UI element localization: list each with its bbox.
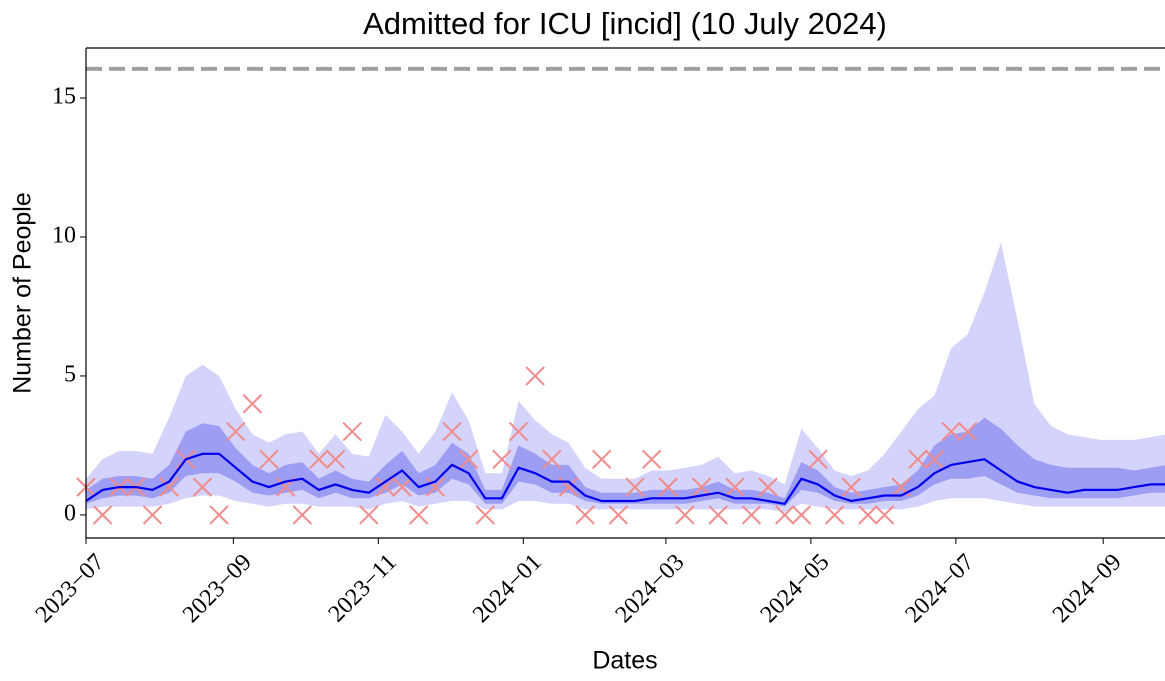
y-tick-label: 10 — [52, 222, 76, 248]
observation — [226, 421, 246, 442]
observation — [392, 477, 412, 497]
observation — [142, 505, 163, 525]
observation — [625, 477, 645, 497]
x-tick-label: 2023−11 — [324, 549, 402, 627]
observation — [941, 421, 961, 442]
observation — [292, 505, 312, 525]
observation — [508, 421, 529, 442]
observation — [775, 505, 795, 525]
observation — [342, 421, 362, 442]
observation — [824, 505, 845, 525]
observation — [309, 449, 329, 470]
observation — [542, 449, 562, 470]
interval-band — [86, 242, 1165, 513]
observation — [475, 505, 495, 525]
observation — [908, 449, 928, 470]
observation — [242, 394, 263, 414]
observation — [691, 477, 712, 497]
observation — [458, 449, 479, 470]
observation — [92, 505, 113, 525]
x-tick-label: 2023−09 — [178, 549, 257, 628]
chart-title: Admitted for ICU [incid] (10 July 2024) — [363, 6, 887, 41]
observation — [675, 505, 695, 525]
x-tick-label: 2024−09 — [1048, 549, 1127, 628]
interval-band — [86, 417, 1165, 507]
observation — [608, 505, 629, 525]
observation — [409, 505, 429, 525]
observation — [159, 477, 179, 497]
observation — [641, 449, 662, 470]
observation — [259, 449, 279, 470]
x-tick-label: 2024−07 — [901, 549, 980, 628]
observation — [858, 505, 878, 525]
x-tick-label: 2024−01 — [468, 549, 547, 628]
observation — [492, 449, 512, 470]
observation — [192, 477, 213, 497]
x-tick-label: 2024−03 — [611, 549, 690, 628]
y-tick-label: 15 — [52, 84, 76, 110]
observation — [325, 449, 346, 470]
observation — [741, 505, 762, 525]
observation — [708, 505, 728, 525]
x-tick-label: 2024−05 — [756, 549, 835, 628]
observation — [575, 505, 595, 525]
observation — [525, 366, 545, 386]
observation — [791, 505, 812, 525]
observation — [442, 421, 462, 442]
y-axis-label: Number of People — [9, 192, 37, 394]
observation — [758, 477, 778, 497]
x-tick-label: 2023−07 — [31, 549, 110, 628]
y-tick-label: 5 — [64, 361, 76, 387]
observation — [359, 505, 379, 525]
median-line — [85, 452, 1165, 506]
observation — [658, 477, 678, 497]
observation — [592, 449, 612, 470]
observation — [425, 477, 446, 497]
observation — [841, 477, 861, 497]
x-axis-label: Dates — [592, 647, 657, 675]
observation — [375, 477, 396, 497]
observation — [958, 421, 978, 442]
observation — [209, 505, 229, 525]
observation — [924, 449, 945, 470]
observation — [808, 449, 828, 470]
observation — [725, 477, 745, 497]
observation — [874, 505, 895, 525]
y-tick-label: 0 — [64, 500, 76, 526]
